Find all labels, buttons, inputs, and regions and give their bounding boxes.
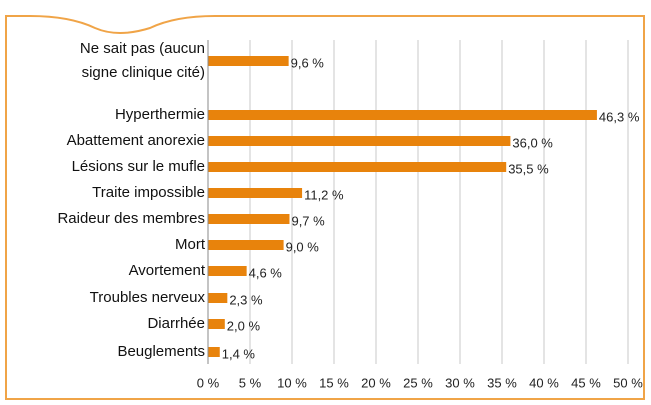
category-label: Troubles nerveux — [89, 289, 205, 306]
frame — [5, 15, 645, 400]
category-label: Raideur des membres — [57, 210, 205, 227]
bar — [208, 136, 511, 146]
x-tick-label: 0 % — [197, 375, 220, 390]
category-label: Mort — [175, 236, 205, 253]
bar — [208, 347, 220, 357]
value-label: 35,5 % — [508, 161, 549, 176]
x-tick-label: 20 % — [361, 375, 391, 390]
x-tick-label: 25 % — [403, 375, 433, 390]
value-label: 46,3 % — [599, 109, 640, 124]
category-label: Traite impossible — [92, 184, 205, 201]
x-tick-label: 15 % — [319, 375, 349, 390]
x-tick-label: 30 % — [445, 375, 475, 390]
category-label: Diarrhée — [147, 315, 205, 332]
bar — [208, 162, 507, 172]
value-label: 2,0 % — [227, 318, 261, 333]
value-label: 2,3 % — [229, 292, 263, 307]
bar — [208, 188, 303, 198]
bar — [208, 240, 284, 250]
value-label: 9,0 % — [286, 239, 320, 254]
category-label: Avortement — [128, 262, 205, 279]
bar — [208, 319, 225, 329]
x-tick-label: 45 % — [571, 375, 601, 390]
category-label: Lésions sur le mufle — [71, 158, 205, 175]
bar — [208, 214, 290, 224]
bar — [208, 293, 228, 303]
bar — [208, 110, 597, 120]
value-label: 36,0 % — [512, 135, 553, 150]
bar — [208, 56, 289, 66]
value-label: 1,4 % — [222, 346, 256, 361]
category-label: Abattement anorexie — [66, 132, 205, 149]
bar — [208, 266, 247, 276]
category-label: Ne sait pas (aucun signe clinique cité) — [79, 40, 205, 81]
value-label: 9,7 % — [291, 213, 325, 228]
x-tick-label: 5 % — [239, 375, 262, 390]
value-label: 4,6 % — [249, 265, 283, 280]
x-tick-label: 35 % — [487, 375, 517, 390]
value-label: 9,6 % — [291, 55, 325, 70]
category-label: Beuglements — [117, 343, 205, 360]
category-label: Hyperthermie — [114, 106, 205, 123]
x-tick-label: 40 % — [529, 375, 559, 390]
x-tick-label: 50 % — [613, 375, 643, 390]
x-tick-label: 10 % — [277, 375, 307, 390]
value-label: 11,2 % — [304, 187, 344, 202]
